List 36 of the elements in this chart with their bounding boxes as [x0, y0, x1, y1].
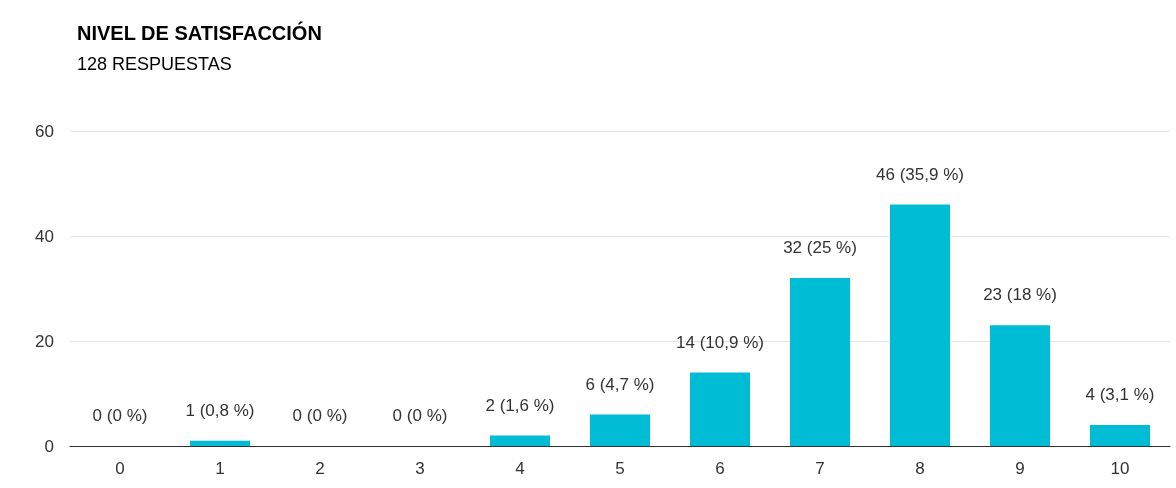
x-tick-label: 5: [615, 459, 625, 478]
y-tick-label: 40: [35, 226, 54, 246]
chart-subtitle: 128 RESPUESTAS: [77, 54, 232, 74]
bar: [690, 372, 750, 446]
x-tick-label: 6: [715, 459, 725, 478]
x-tick-label: 2: [315, 459, 325, 478]
x-tick-label: 1: [215, 459, 225, 478]
x-tick-label: 10: [1110, 459, 1130, 478]
x-tick-label: 9: [1015, 459, 1025, 478]
x-tick-label: 0: [115, 459, 125, 478]
data-label: 2 (1,6 %): [485, 395, 555, 415]
bar: [790, 278, 850, 446]
data-label: 4 (3,1 %): [1085, 385, 1155, 404]
data-label: 0 (0 %): [392, 406, 448, 425]
bar: [990, 325, 1050, 446]
data-label: 32 (25 %): [783, 238, 857, 257]
bar: [190, 440, 250, 446]
data-label: 6 (4,7 %): [585, 374, 655, 394]
bar: [590, 414, 650, 446]
data-label: 0 (0 %): [292, 406, 348, 425]
bar: [890, 204, 950, 446]
data-label: 0 (0 %): [92, 406, 148, 425]
data-label: 1 (0,8 %): [185, 400, 255, 420]
bar: [1090, 425, 1150, 446]
bar: [490, 435, 550, 446]
y-tick-label: 60: [35, 121, 54, 141]
data-label: 14 (10,9 %): [676, 332, 764, 352]
chart-title: NIVEL DE SATISFACCIÓN: [77, 21, 322, 44]
data-label: 46 (35,9 %): [876, 164, 964, 184]
data-label: 23 (18 %): [983, 285, 1057, 305]
x-tick-label: 4: [515, 459, 525, 478]
x-tick-label: 8: [915, 459, 925, 478]
y-tick-label: 0: [44, 436, 54, 456]
x-tick-label: 7: [815, 459, 825, 478]
y-tick-label: 20: [35, 331, 54, 351]
x-tick-label: 3: [415, 459, 425, 478]
